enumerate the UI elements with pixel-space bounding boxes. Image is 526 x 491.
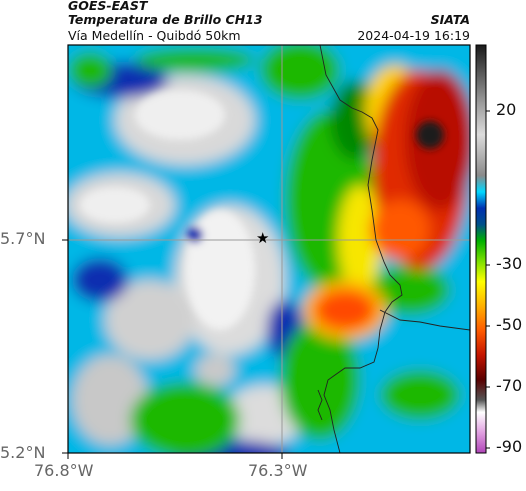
timestamp-label: 2024-04-19 16:19 bbox=[357, 28, 470, 43]
colorbar-tick-minus90: -90 bbox=[496, 437, 523, 456]
region-subtitle: Vía Medellín - Quibdó 50km bbox=[68, 28, 241, 43]
lon-label-76-8: 76.8°W bbox=[34, 461, 94, 480]
product-title: Temperatura de Brillo CH13 bbox=[68, 12, 263, 27]
colorbar-tick-minus30: -30 bbox=[496, 254, 523, 273]
colorbar-tick-minus70: -70 bbox=[496, 376, 523, 395]
colorbar bbox=[475, 44, 490, 454]
colorbar-tick-minus50: -50 bbox=[496, 315, 523, 334]
lat-label-5-2: 5.2°N bbox=[0, 443, 46, 462]
brightness-temperature-field bbox=[68, 45, 470, 453]
organization-label: SIATA bbox=[430, 12, 470, 27]
lat-label-5-7: 5.7°N bbox=[0, 229, 46, 248]
lon-label-76-3: 76.3°W bbox=[248, 461, 308, 480]
satellite-name: GOES-EAST bbox=[68, 0, 148, 13]
colorbar-tick-20: 20 bbox=[496, 100, 517, 119]
city-marker: ★ bbox=[256, 229, 270, 247]
